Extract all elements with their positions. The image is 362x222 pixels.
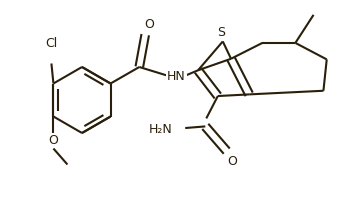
- Text: O: O: [49, 134, 58, 147]
- Text: S: S: [217, 26, 225, 39]
- Text: HN: HN: [167, 70, 186, 83]
- Text: Cl: Cl: [45, 36, 58, 50]
- Text: O: O: [144, 18, 154, 31]
- Text: O: O: [227, 155, 237, 168]
- Text: H₂N: H₂N: [148, 123, 172, 136]
